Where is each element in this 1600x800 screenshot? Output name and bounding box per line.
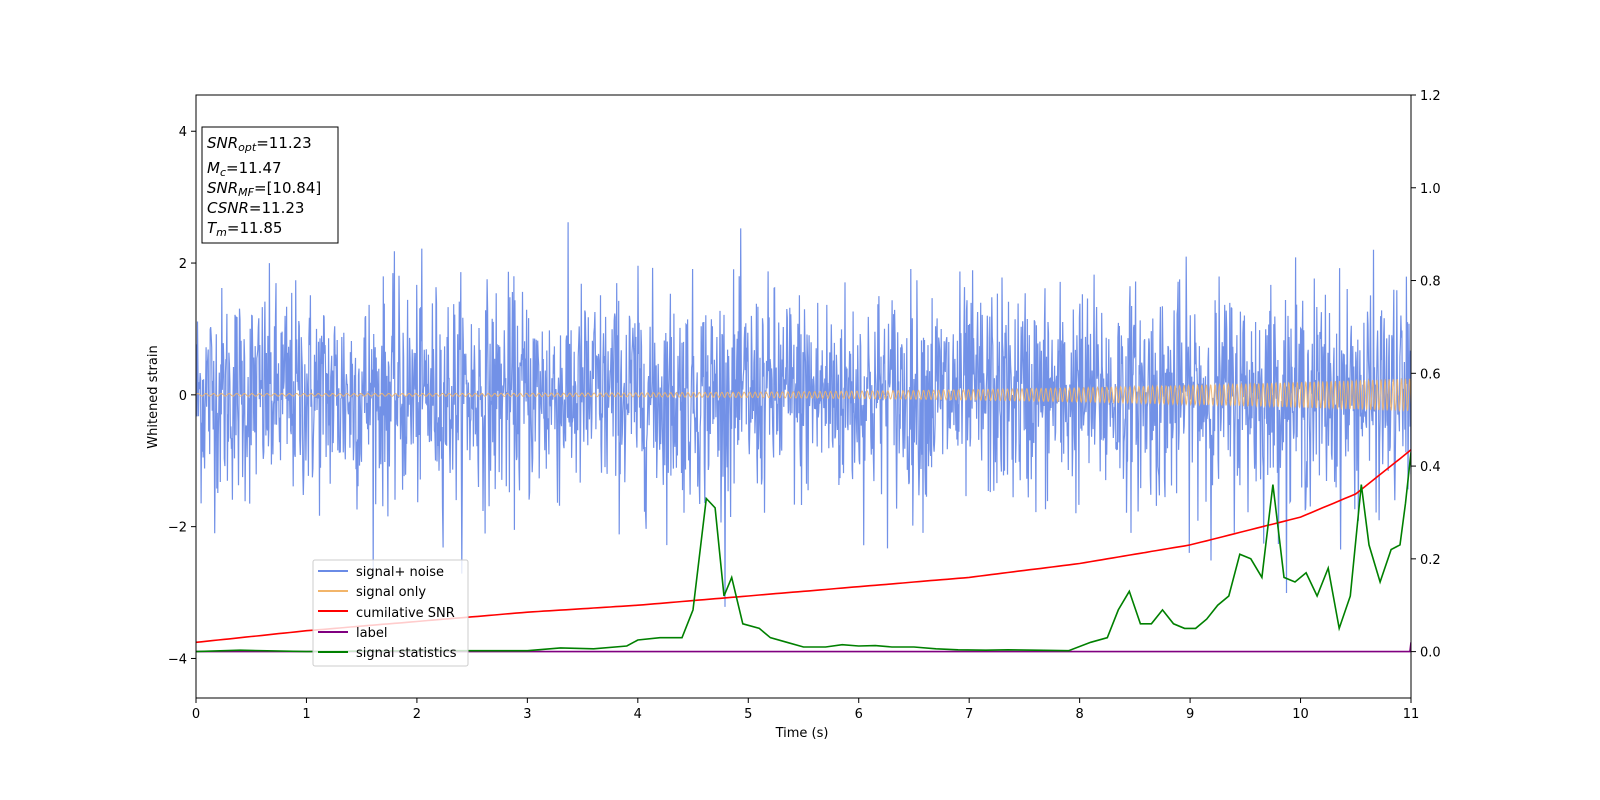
y-tick-label: −4 (168, 652, 187, 667)
x-tick-label: 0 (192, 707, 200, 722)
y-tick-label: −2 (168, 521, 187, 536)
legend-label-statistics: signal statistics (356, 646, 457, 661)
y-axis: 4 2 0 −2 −4 (168, 125, 196, 667)
signal-statistics-line (196, 452, 1411, 653)
y2-tick-label: 0.8 (1420, 275, 1441, 290)
info-mc: Mc=11.47 (207, 159, 282, 179)
y2-axis: 1.2 1.0 0.8 0.6 0.4 0.2 0.0 (1411, 89, 1441, 661)
x-tick-label: 3 (523, 707, 531, 722)
plot-frame (195, 94, 1412, 699)
x-tick-label: 7 (965, 707, 973, 722)
y-tick-label: 4 (179, 125, 187, 140)
info-csnr: CSNR=11.23 (207, 199, 304, 217)
legend-label-signal-noise: signal+ noise (356, 565, 444, 580)
info-tm: Tm=11.85 (207, 219, 282, 239)
legend-label-label: label (356, 626, 387, 641)
signal-only-series (196, 377, 1411, 413)
y-tick-label: 2 (179, 257, 187, 272)
y2-tick-label: 1.2 (1420, 89, 1441, 104)
legend-label-signal-only: signal only (356, 585, 426, 600)
x-axis: 0 1 2 3 4 5 6 7 8 9 10 11 (192, 698, 1419, 722)
y2-tick-label: 0.4 (1420, 460, 1441, 475)
x-tick-label: 1 (302, 707, 310, 722)
y2-tick-label: 0.0 (1420, 646, 1441, 661)
legend-label-cumulative-snr: cumilative SNR (356, 606, 455, 621)
x-tick-label: 2 (413, 707, 421, 722)
signal-only-line (196, 377, 1411, 413)
signal-noise-series (196, 222, 1411, 607)
x-tick-label: 9 (1186, 707, 1194, 722)
y2-tick-label: 0.2 (1420, 553, 1441, 568)
info-snr-opt: SNRopt=11.23 (207, 134, 312, 154)
x-tick-label: 8 (1075, 707, 1083, 722)
x-tick-label: 6 (855, 707, 863, 722)
x-tick-label: 4 (634, 707, 642, 722)
info-snr-mf: SNRMF=[10.84] (207, 179, 321, 199)
info-box: SNRopt=11.23 Mc=11.47 SNRMF=[10.84] CSNR… (201, 126, 339, 244)
legend: signal+ noise signal only cumilative SNR… (312, 559, 469, 667)
x-tick-label: 10 (1292, 707, 1309, 722)
signal-noise-line (196, 222, 1411, 607)
x-tick-label: 5 (744, 707, 752, 722)
y-tick-label: 0 (179, 389, 187, 404)
y2-tick-label: 0.6 (1420, 367, 1441, 382)
x-axis-title: Time (s) (775, 726, 829, 741)
x-tick-label: 11 (1403, 707, 1420, 722)
y-axis-title: Whitened strain (146, 345, 161, 448)
y2-tick-label: 1.0 (1420, 182, 1441, 197)
